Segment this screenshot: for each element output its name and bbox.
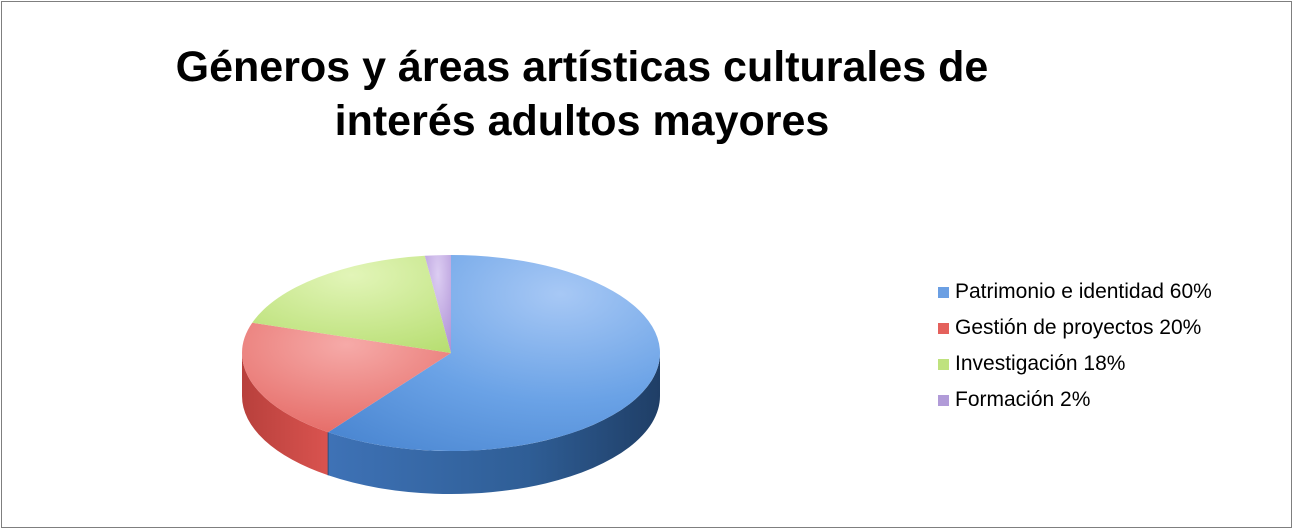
pie-slice-gestion <box>242 322 451 433</box>
pie-slice-patrimonio <box>328 255 661 451</box>
legend-item: Gestión de proyectos 20% <box>938 310 1212 346</box>
legend-label: Investigación 18% <box>955 352 1126 375</box>
pie-slice-investigacion <box>252 255 451 353</box>
chart-title-line-1: Géneros y áreas artísticas culturales de <box>175 43 989 91</box>
pie-slice-formacion <box>424 255 451 353</box>
legend-item: Patrimonio e identidad 60% <box>938 274 1212 310</box>
pie-side-patrimonio <box>328 353 660 494</box>
legend-label: Formación 2% <box>955 388 1091 411</box>
pie-sides <box>242 353 660 494</box>
legend-swatch-investigacion <box>938 358 949 370</box>
legend-swatch-patrimonio <box>938 286 949 298</box>
legend-item: Investigación 18% <box>938 346 1212 382</box>
pie-side-gestion <box>242 353 329 476</box>
pie-tops <box>242 255 661 451</box>
legend-label: Gestión de proyectos 20% <box>955 316 1202 339</box>
chart-title: Géneros y áreas artísticas culturales de… <box>2 40 1162 148</box>
legend-item: Formación 2% <box>938 382 1212 418</box>
chart-title-line-2: interés adultos mayores <box>334 97 830 145</box>
legend-swatch-formacion <box>938 394 949 406</box>
legend: Patrimonio e identidad 60% Gestión de pr… <box>938 274 1212 418</box>
legend-label: Patrimonio e identidad 60% <box>955 280 1212 303</box>
legend-swatch-gestion <box>938 322 949 334</box>
